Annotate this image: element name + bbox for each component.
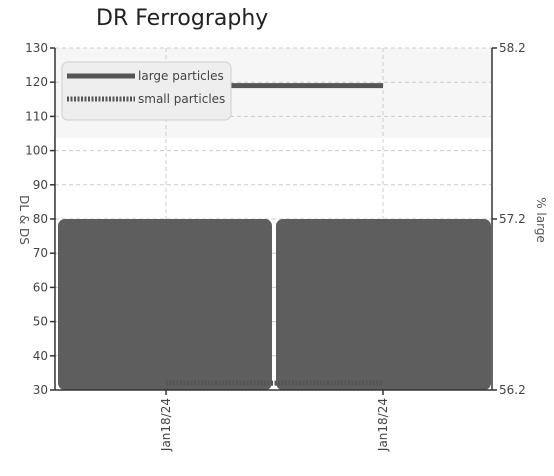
x-tick-label: Jan18/24 <box>159 398 173 452</box>
y-tick-label-left: 90 <box>33 178 48 192</box>
y-tick-label-left: 80 <box>33 212 48 226</box>
y-tick-label-left: 110 <box>25 109 48 123</box>
legend-label-large-particles: large particles <box>138 69 224 83</box>
bar <box>58 219 272 390</box>
y-tick-label-left: 60 <box>33 280 48 294</box>
legend-label-small-particles: small particles <box>138 92 225 106</box>
y-tick-label-right: 57.2 <box>499 212 526 226</box>
y-tick-label-right: 56.2 <box>499 383 526 397</box>
y-tick-label-left: 100 <box>25 144 48 158</box>
chart-title: DR Ferrography <box>96 6 269 31</box>
y-tick-label-left: 30 <box>33 383 48 397</box>
bar <box>276 219 491 390</box>
y-tick-label-right: 58.2 <box>499 41 526 55</box>
y-tick-label-left: 130 <box>25 41 48 55</box>
y-axis-left-label: DL & DS <box>17 195 31 245</box>
y-tick-label-left: 40 <box>33 349 48 363</box>
y-tick-label-left: 70 <box>33 246 48 260</box>
x-tick-label: Jan18/24 <box>376 398 390 452</box>
y-axis-right-label: % large <box>534 197 548 243</box>
y-tick-label-left: 50 <box>33 315 48 329</box>
y-tick-label-left: 120 <box>25 75 48 89</box>
